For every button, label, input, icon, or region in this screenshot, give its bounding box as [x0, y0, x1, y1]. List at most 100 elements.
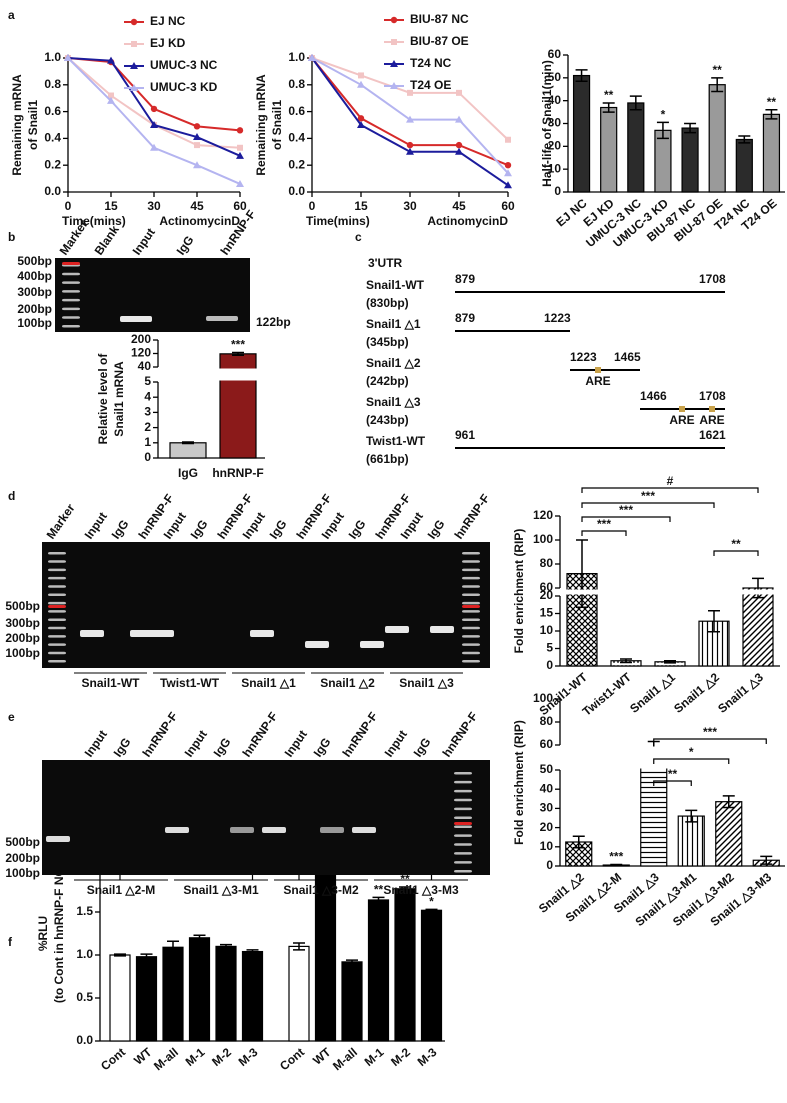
y-tick-label: 60	[540, 580, 554, 594]
significance-bracket	[581, 502, 715, 508]
lane-label: Input	[182, 727, 210, 759]
error-bar	[602, 102, 615, 113]
y-tick-label: 120	[131, 346, 151, 360]
lane-label: IgG	[109, 517, 132, 541]
y-tick-label: 20	[540, 820, 554, 834]
y-tick-label: 5	[144, 374, 151, 388]
lane-label: IgG	[411, 735, 434, 759]
end-position: 1223	[544, 311, 571, 325]
bar	[708, 84, 726, 193]
gel-band	[454, 852, 472, 855]
y-tick-label: 0.6	[44, 104, 61, 118]
bar	[241, 950, 264, 1042]
gel-band	[385, 626, 409, 633]
gel-band	[48, 651, 66, 655]
gel-band	[206, 316, 238, 321]
ladder-label: 400bp	[17, 269, 52, 283]
construct-length: (243bp)	[366, 413, 409, 427]
gel-band	[454, 870, 472, 873]
error-bar	[711, 77, 724, 93]
y-tick-label: 50	[548, 70, 562, 84]
gel-band	[430, 626, 454, 633]
gel-band	[46, 836, 70, 842]
significance-label: *	[689, 745, 694, 759]
gel-band	[462, 593, 480, 597]
x-tick-label: Twist1-WT	[580, 670, 635, 719]
start-position: 879	[455, 272, 475, 286]
gel-image	[42, 542, 490, 668]
bar	[135, 956, 158, 1042]
gel-band	[462, 552, 480, 555]
x-tick-label: 30	[147, 199, 161, 213]
bar	[572, 74, 591, 193]
gel-band	[462, 643, 480, 646]
gel-band	[462, 568, 480, 572]
significance-label: **	[767, 95, 777, 109]
gel-band	[454, 780, 472, 784]
construct-name: Snail1 △1	[366, 317, 421, 331]
x-axis-label: Time(mins)	[306, 214, 370, 228]
data-point	[193, 161, 201, 169]
data-point	[357, 115, 365, 122]
bar	[735, 138, 753, 193]
legend-marker	[130, 18, 138, 26]
end-position: 1465	[614, 350, 641, 364]
gel-band	[62, 325, 80, 328]
error-bar	[629, 95, 642, 111]
gel-band	[48, 560, 66, 563]
y-tick-label: 20	[548, 139, 562, 153]
y-tick-label: 0	[144, 450, 151, 464]
y-tick-label: 0.0	[76, 1033, 93, 1047]
gel-band	[454, 825, 472, 828]
error-bar	[765, 109, 778, 120]
lane-label: Input	[382, 727, 410, 759]
gel-band	[48, 593, 66, 597]
lane-label: IgG	[111, 735, 134, 759]
are-element	[709, 406, 715, 412]
gel-band	[462, 601, 480, 605]
y-tick-label: 1.5	[76, 904, 93, 918]
gel-band	[48, 585, 66, 588]
gel-band	[454, 772, 472, 775]
error-bar	[738, 135, 751, 144]
gel-band	[48, 610, 66, 613]
x-tick-label: IgG	[178, 466, 198, 480]
group-label: Snail1 △1	[241, 676, 296, 690]
x-tick-label: hnRNP-F	[212, 466, 263, 480]
significance-bracket	[653, 780, 692, 786]
start-position: 1466	[640, 389, 667, 403]
legend-label: T24 OE	[410, 78, 451, 92]
start-position: 961	[455, 428, 475, 442]
y-tick-label: 0.4	[288, 131, 305, 145]
lane-label: Input	[282, 727, 310, 759]
panel-label: a	[8, 8, 15, 22]
y-tick-label: 3	[144, 405, 151, 419]
y-tick-label: 0.4	[44, 131, 61, 145]
error-bar	[610, 863, 623, 867]
axis-break	[554, 589, 780, 595]
lane-label: IgG	[267, 517, 290, 541]
y-tick-label: 20	[540, 588, 554, 602]
error-bar	[572, 835, 585, 849]
y-axis-label: of Snail1	[270, 100, 284, 150]
bar	[681, 127, 699, 193]
y-tick-label: 40	[548, 93, 562, 107]
group-label: Snail1 △2	[320, 676, 375, 690]
bar	[367, 899, 390, 1042]
lane-label: hnRNP-F	[440, 709, 481, 759]
error-bar	[656, 121, 669, 140]
y-tick-label: 5	[546, 641, 553, 655]
gel-band	[454, 861, 472, 864]
error-bar	[140, 953, 153, 961]
gel-band	[352, 827, 376, 833]
construct-length: (830bp)	[366, 296, 409, 310]
data-point	[504, 169, 512, 177]
data-point	[64, 54, 72, 61]
x-tick-label: Snail1 △2	[671, 670, 722, 716]
gel-band	[462, 605, 480, 608]
gel-band	[48, 568, 66, 572]
x-tick-label: Snail1 △3	[715, 670, 766, 716]
x-axis-note: ActinomycinD	[159, 214, 240, 228]
end-position: 1621	[699, 428, 726, 442]
gel-band	[62, 262, 80, 265]
